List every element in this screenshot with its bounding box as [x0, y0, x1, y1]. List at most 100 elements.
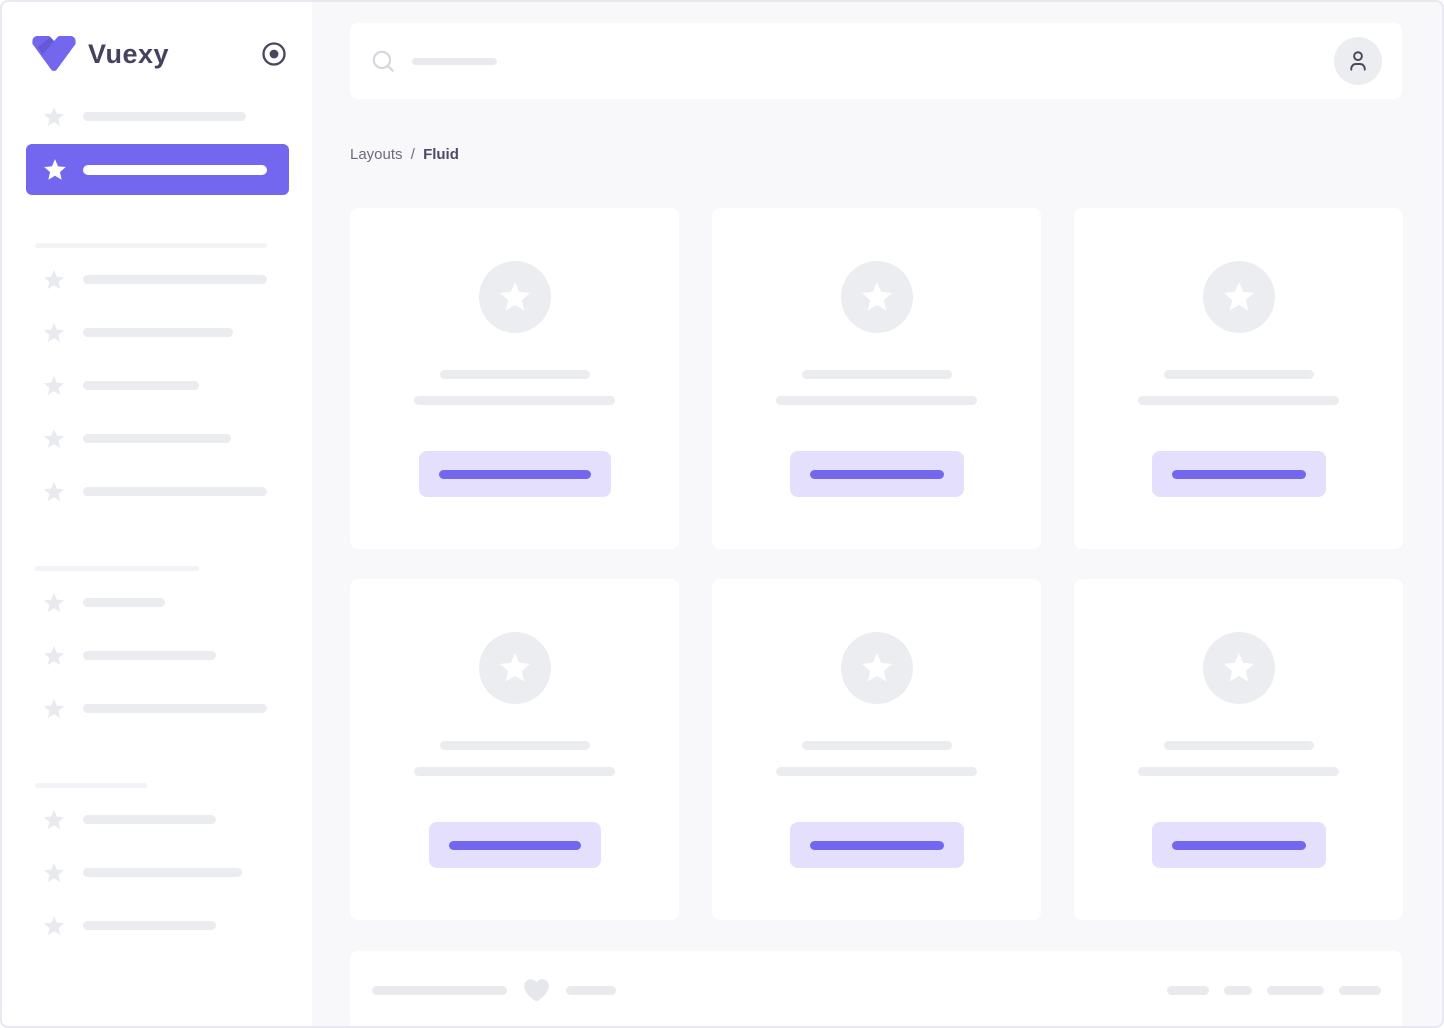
skeleton-bar: [1224, 986, 1252, 995]
sidebar-menu-item[interactable]: [2, 359, 312, 412]
top-navbar: [350, 23, 1402, 99]
sidebar-menu-item[interactable]: [2, 412, 312, 465]
skeleton-line: [801, 741, 952, 750]
placeholder-card: [1074, 208, 1403, 549]
skeleton-bar: [83, 164, 267, 175]
star-icon: [42, 861, 66, 885]
star-icon: [42, 644, 66, 668]
sidebar-menu-item[interactable]: [2, 846, 312, 899]
main-content: Layouts / Fluid: [312, 2, 1442, 1026]
skeleton-line: [439, 370, 590, 379]
skeleton-bar: [809, 469, 944, 479]
star-icon: [42, 914, 66, 938]
skeleton-line: [776, 767, 977, 776]
card-avatar-circle: [478, 632, 551, 704]
skeleton-line: [414, 396, 615, 405]
skeleton-bar: [83, 112, 246, 121]
skeleton-bar: [83, 921, 216, 930]
breadcrumb-current: Fluid: [423, 146, 459, 163]
star-icon: [42, 427, 66, 451]
card-button-placeholder[interactable]: [1151, 451, 1326, 497]
sidebar-menu-item[interactable]: [2, 253, 312, 306]
brand-name: Vuexy: [88, 38, 170, 69]
star-icon: [42, 157, 68, 183]
skeleton-bar: [83, 704, 267, 713]
radio-circle-icon: [260, 40, 288, 68]
star-icon: [42, 374, 66, 398]
card-avatar-circle: [840, 632, 913, 704]
sidebar-section-divider: [35, 783, 147, 788]
skeleton-bar: [83, 487, 267, 496]
skeleton-bar: [438, 469, 591, 479]
skeleton-bar: [1167, 986, 1209, 995]
star-icon: [859, 650, 895, 686]
footer: [350, 951, 1402, 1026]
sidebar-menu-item-active[interactable]: [26, 144, 289, 195]
breadcrumb-layouts[interactable]: Layouts: [350, 146, 403, 163]
placeholder-card: [1074, 579, 1403, 920]
skeleton-line: [776, 396, 977, 405]
search-input[interactable]: [370, 48, 1334, 74]
card-button-placeholder[interactable]: [1151, 822, 1326, 868]
card-button-placeholder[interactable]: [789, 822, 964, 868]
skeleton-bar: [448, 840, 581, 850]
breadcrumb: Layouts / Fluid: [350, 146, 459, 163]
card-button-placeholder[interactable]: [428, 822, 601, 868]
star-icon: [497, 279, 533, 315]
skeleton-bar: [83, 275, 267, 284]
star-icon: [497, 650, 533, 686]
sidebar-menu-item[interactable]: [2, 793, 312, 846]
skeleton-line: [1138, 767, 1339, 776]
star-icon: [42, 808, 66, 832]
sidebar: Vuexy: [2, 2, 312, 1026]
sidebar-menu-item[interactable]: [2, 90, 312, 143]
card-button-placeholder[interactable]: [789, 451, 964, 497]
skeleton-line: [801, 370, 952, 379]
skeleton-bar: [83, 598, 165, 607]
star-icon: [42, 697, 66, 721]
sidebar-menu-item[interactable]: [2, 899, 312, 952]
star-icon: [42, 591, 66, 615]
skeleton-line: [439, 741, 590, 750]
skeleton-bar: [83, 328, 233, 337]
star-icon: [42, 268, 66, 292]
skeleton-line: [1138, 396, 1339, 405]
placeholder-card: [712, 579, 1041, 920]
content-grid: [350, 208, 1403, 920]
user-menu-button[interactable]: [1334, 37, 1382, 85]
breadcrumb-separator: /: [410, 146, 415, 163]
card-button-placeholder[interactable]: [418, 451, 611, 497]
sidebar-menu-item[interactable]: [2, 682, 312, 735]
user-icon: [1345, 48, 1371, 74]
star-icon: [1221, 279, 1257, 315]
skeleton-bar: [1267, 986, 1324, 995]
skeleton-bar: [1339, 986, 1381, 995]
menu-pin-toggle[interactable]: [260, 40, 288, 68]
card-avatar-circle: [478, 261, 551, 333]
card-avatar-circle: [1202, 632, 1275, 704]
vuexy-logo-icon: [32, 36, 76, 72]
star-icon: [42, 105, 66, 129]
skeleton-bar: [566, 986, 616, 995]
sidebar-menu-item[interactable]: [2, 306, 312, 359]
brand-logo[interactable]: Vuexy: [2, 2, 312, 72]
skeleton-bar: [372, 986, 507, 995]
star-icon: [42, 480, 66, 504]
skeleton-bar: [412, 57, 497, 65]
star-icon: [1221, 650, 1257, 686]
footer-right: [1167, 986, 1381, 995]
skeleton-line: [414, 767, 615, 776]
skeleton-bar: [809, 840, 944, 850]
star-icon: [859, 279, 895, 315]
sidebar-menu: [2, 90, 312, 952]
sidebar-menu-item[interactable]: [2, 465, 312, 518]
heart-icon: [523, 978, 550, 1003]
skeleton-bar: [83, 815, 216, 824]
skeleton-line: [1163, 741, 1314, 750]
footer-left: [372, 978, 616, 1003]
skeleton-bar: [83, 434, 231, 443]
sidebar-menu-item[interactable]: [2, 576, 312, 629]
card-avatar-circle: [840, 261, 913, 333]
sidebar-menu-item[interactable]: [2, 629, 312, 682]
